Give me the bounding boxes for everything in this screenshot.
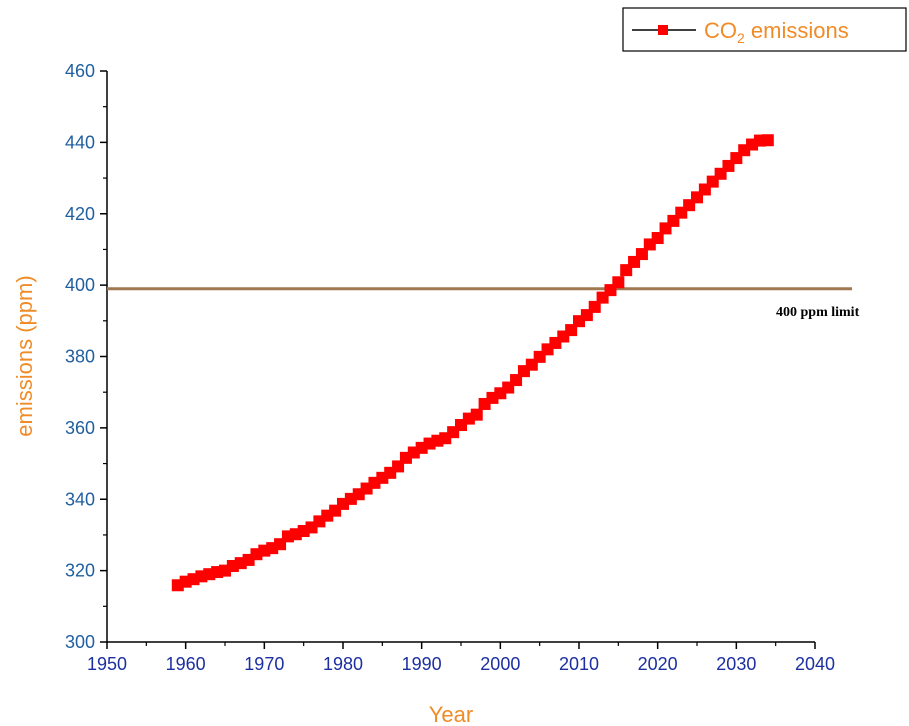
x-tick-label: 1980 [323,654,363,674]
y-axis-title: emissions (ppm) [12,275,37,436]
data-point [470,408,483,421]
data-point [651,232,664,245]
x-tick-label: 2010 [559,654,599,674]
y-tick-label: 380 [65,347,95,367]
x-tick-label: 2020 [638,654,678,674]
y-tick-label: 340 [65,489,95,509]
x-tick-label: 1950 [87,654,127,674]
x-tick-label: 1990 [402,654,442,674]
x-tick-label: 2000 [480,654,520,674]
y-tick-label: 400 [65,275,95,295]
data-point [588,300,601,313]
reference-line-label: 400 ppm limit [776,305,860,320]
data-point [635,248,648,261]
y-tick-label: 320 [65,561,95,581]
data-point [510,374,523,387]
legend-label-suffix: emissions [745,18,849,43]
legend-label: CO2 emissions [704,18,849,46]
legend-label-prefix: CO [704,18,737,43]
x-tick-label: 2030 [716,654,756,674]
data-point [761,134,774,147]
x-ticks: 1950 1960 1970 1980 1990 2000 2010 2020 2030 2040 [87,642,835,674]
x-tick-label: 1970 [244,654,284,674]
y-tick-label: 300 [65,632,95,652]
x-tick-label: 2040 [795,654,835,674]
legend-marker [658,25,668,35]
legend-label-subscript: 2 [737,30,745,46]
y-tick-label: 440 [65,132,95,152]
data-point [612,276,625,289]
y-ticks: 300 320 340 360 380 400 420 440 460 [65,61,107,652]
y-tick-label: 460 [65,61,95,81]
y-tick-label: 420 [65,204,95,224]
x-tick-label: 1960 [166,654,206,674]
y-tick-label: 360 [65,418,95,438]
x-axis-title: Year [429,702,473,726]
legend: CO2 emissions [622,7,907,52]
series-co2-emissions [171,134,774,592]
